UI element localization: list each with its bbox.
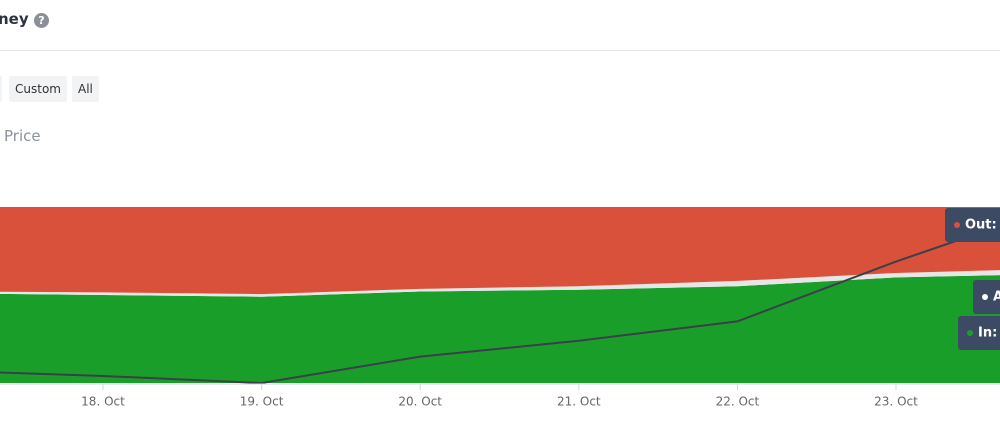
tooltip: Out: 3 bbox=[945, 208, 1000, 242]
x-tick-label: 19. Oct bbox=[240, 395, 284, 409]
tooltip-text: A bbox=[993, 290, 1000, 305]
tooltip-box bbox=[958, 316, 1000, 350]
help-icon[interactable]: ? bbox=[34, 13, 49, 28]
x-tick-label: 22. Oct bbox=[716, 395, 760, 409]
range-button[interactable]: All bbox=[72, 76, 99, 102]
separator bbox=[0, 50, 1000, 51]
tooltip-text: In: 6 bbox=[978, 326, 1000, 341]
x-tick-label: 20. Oct bbox=[398, 395, 442, 409]
tooltip-dot bbox=[954, 222, 960, 228]
legend-item[interactable]: Price bbox=[4, 127, 41, 145]
tooltip-dot bbox=[967, 330, 973, 336]
tooltip: A bbox=[973, 280, 1000, 314]
range-button[interactable]: Custom bbox=[9, 76, 67, 102]
x-tick-label: 18. Oct bbox=[81, 395, 125, 409]
tooltip-dot bbox=[982, 294, 988, 300]
range-button[interactable] bbox=[0, 76, 2, 102]
tooltip: In: 6 bbox=[958, 316, 1000, 350]
area bbox=[0, 270, 1000, 297]
area bbox=[0, 275, 1000, 383]
tooltip-box bbox=[945, 208, 1000, 242]
page-title: ney bbox=[0, 10, 29, 28]
x-tick-label: 21. Oct bbox=[557, 395, 601, 409]
price-line bbox=[0, 224, 1000, 385]
area bbox=[0, 207, 1000, 295]
x-tick-label: 23. Oct bbox=[874, 395, 918, 409]
tooltip-text: Out: 3 bbox=[965, 218, 1000, 233]
